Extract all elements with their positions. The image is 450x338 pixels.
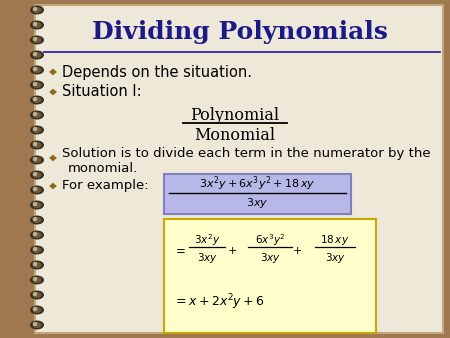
Circle shape [33,308,36,311]
Ellipse shape [30,35,44,45]
Ellipse shape [32,97,41,103]
Text: $3xy$: $3xy$ [260,251,280,265]
Circle shape [33,217,36,220]
Text: Monomial: Monomial [194,126,275,144]
Circle shape [33,68,36,71]
Text: $3xy$: $3xy$ [324,251,346,265]
Ellipse shape [32,322,41,328]
Ellipse shape [32,232,41,238]
Text: $3xy$: $3xy$ [197,251,217,265]
Text: $3x^2y + 6x^3y^2 + 18\,xy$: $3x^2y + 6x^3y^2 + 18\,xy$ [199,175,315,193]
Text: $3x^2y$: $3x^2y$ [194,232,220,248]
Ellipse shape [30,21,44,29]
Circle shape [33,263,36,266]
Ellipse shape [30,170,44,179]
Ellipse shape [32,7,41,13]
Circle shape [33,322,36,325]
Ellipse shape [32,142,41,148]
Ellipse shape [32,187,41,193]
Ellipse shape [30,141,44,149]
Circle shape [33,52,36,55]
Ellipse shape [32,292,41,298]
Circle shape [33,188,36,191]
Ellipse shape [30,231,44,240]
FancyBboxPatch shape [164,219,376,333]
FancyBboxPatch shape [164,174,351,214]
Circle shape [33,7,36,10]
Ellipse shape [30,96,44,104]
Ellipse shape [32,37,41,43]
FancyBboxPatch shape [35,5,443,333]
Ellipse shape [30,50,44,59]
Text: $6x^3y^2$: $6x^3y^2$ [255,232,285,248]
Text: $+$: $+$ [292,244,302,256]
Ellipse shape [32,217,41,223]
Text: $3xy$: $3xy$ [246,196,269,210]
Circle shape [33,38,36,41]
Circle shape [33,158,36,161]
Text: Depends on the situation.: Depends on the situation. [62,65,252,79]
Ellipse shape [32,52,41,58]
Text: $18\,xy$: $18\,xy$ [320,233,350,247]
Ellipse shape [30,125,44,135]
Circle shape [33,23,36,25]
Polygon shape [49,69,57,75]
Circle shape [33,233,36,236]
Circle shape [33,202,36,206]
Ellipse shape [32,127,41,133]
Ellipse shape [30,290,44,299]
Circle shape [33,82,36,86]
Ellipse shape [32,247,41,253]
Text: monomial.: monomial. [68,162,138,174]
Text: For example:: For example: [62,179,148,193]
Ellipse shape [32,307,41,313]
Ellipse shape [30,80,44,90]
Ellipse shape [30,245,44,255]
Circle shape [33,172,36,175]
Ellipse shape [32,277,41,283]
Circle shape [33,292,36,295]
Ellipse shape [30,320,44,330]
Circle shape [33,113,36,116]
Ellipse shape [30,5,44,15]
Ellipse shape [32,172,41,178]
Circle shape [33,143,36,145]
Ellipse shape [30,306,44,314]
Ellipse shape [32,22,41,28]
Text: Situation I:: Situation I: [62,84,142,99]
Text: Polynomial: Polynomial [190,107,279,124]
Ellipse shape [30,216,44,224]
Ellipse shape [30,186,44,194]
Ellipse shape [30,66,44,74]
Ellipse shape [30,155,44,165]
Polygon shape [49,89,57,95]
Ellipse shape [32,202,41,208]
Ellipse shape [30,275,44,285]
Ellipse shape [30,261,44,269]
Ellipse shape [32,262,41,268]
Ellipse shape [30,111,44,120]
Ellipse shape [30,200,44,210]
Ellipse shape [32,112,41,118]
Text: Solution is to divide each term in the numerator by the: Solution is to divide each term in the n… [62,147,431,161]
Ellipse shape [32,67,41,73]
Ellipse shape [32,157,41,163]
Circle shape [33,277,36,281]
Text: $+$: $+$ [227,244,237,256]
Ellipse shape [32,82,41,88]
Text: $=$: $=$ [173,243,186,257]
Circle shape [33,247,36,250]
Polygon shape [49,155,57,161]
Text: Dividing Polynomials: Dividing Polynomials [92,20,388,44]
Circle shape [33,97,36,100]
Circle shape [33,127,36,130]
Polygon shape [49,183,57,189]
Text: $= x + 2x^2y + 6$: $= x + 2x^2y + 6$ [173,292,265,312]
